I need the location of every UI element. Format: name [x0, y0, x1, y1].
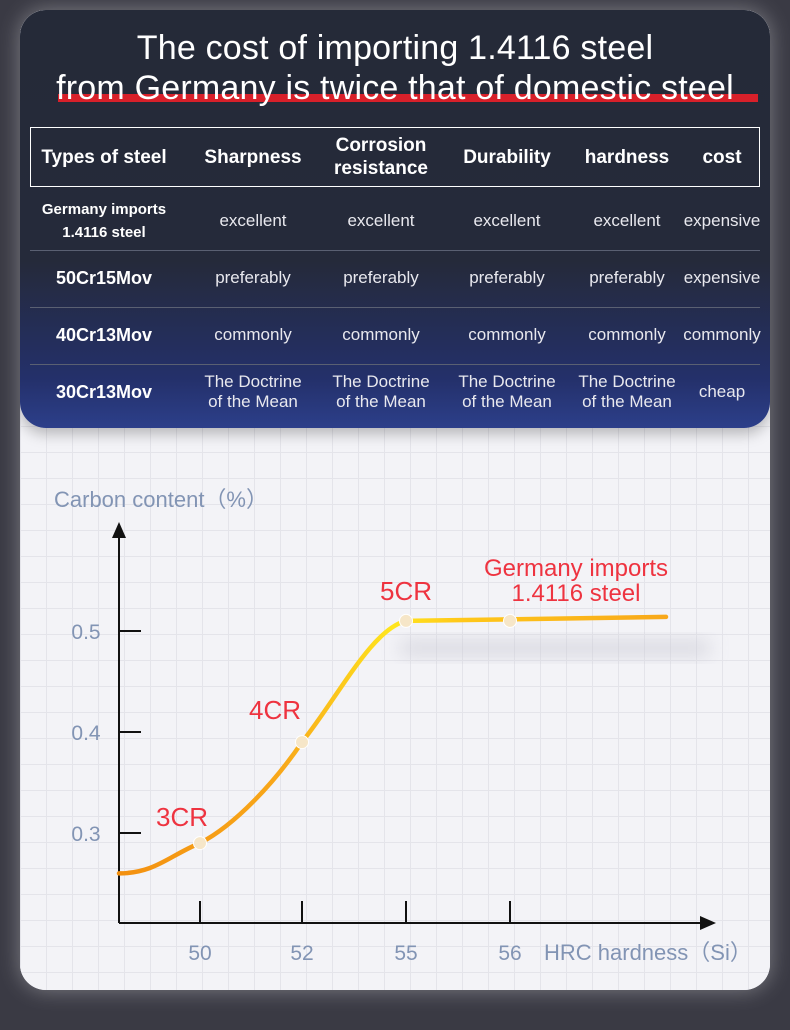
x-axis-arrow — [700, 916, 716, 930]
table-row-divider — [30, 307, 760, 308]
data-point-label: 3CR — [156, 802, 208, 832]
table-row-divider — [30, 250, 760, 251]
table-cell: excellent — [473, 211, 541, 230]
infographic-card: The cost of importing 1.4116 steel from … — [20, 10, 770, 990]
table-row-label: 30Cr13Mov — [55, 381, 153, 402]
y-tick-label: 0.5 — [71, 621, 100, 644]
table-cell: commonly — [588, 325, 666, 344]
data-point — [503, 613, 517, 628]
table-header-cell: Corrosion resistance — [333, 135, 428, 179]
title-underline — [58, 94, 758, 102]
table-row-label: Germany imports 1.4116 steel — [41, 201, 167, 241]
table-cell: excellent — [347, 211, 415, 230]
x-axis-title: HRC hardness（Si） — [544, 940, 752, 965]
data-point — [399, 613, 413, 628]
table-cell: commonly — [468, 325, 546, 344]
table-cell: commonly — [683, 325, 761, 344]
table-header-cell: Types of steel — [41, 146, 167, 168]
page-title-line-1: The cost of importing 1.4116 steel — [136, 29, 654, 67]
x-tick-label: 55 — [394, 942, 417, 965]
table-header-cell: cost — [702, 146, 742, 168]
curve-shadow — [400, 640, 710, 656]
table-header-cell: Durability — [463, 146, 551, 168]
data-point-label: 5CR — [380, 576, 432, 606]
x-tick-label: 56 — [498, 942, 521, 965]
data-point — [193, 836, 207, 851]
table-header — [30, 127, 760, 187]
table-cell: preferably — [589, 268, 665, 287]
table-row-divider — [30, 364, 760, 365]
table-cell: The Doctrine of the Mean — [458, 372, 556, 411]
y-axis-title: Carbon content（%） — [54, 487, 268, 512]
carbon-content-line — [116, 614, 669, 876]
table-cell: cheap — [698, 382, 746, 401]
table-header-cell: Sharpness — [204, 146, 302, 168]
table-cell: commonly — [342, 325, 420, 344]
page-title-line-2: from Germany is twice that of domestic s… — [56, 69, 734, 107]
table-cell: preferably — [215, 268, 291, 287]
data-point-label: 4CR — [249, 695, 301, 725]
table-row-label: 50Cr15Mov — [55, 267, 153, 288]
x-tick-label: 52 — [290, 942, 313, 965]
y-axis-arrow — [112, 522, 126, 538]
x-tick-label: 50 — [188, 942, 211, 965]
table-header-cell: hardness — [584, 146, 670, 168]
table-cell: preferably — [343, 268, 419, 287]
table-cell: The Doctrine of the Mean — [204, 372, 302, 411]
table-cell: excellent — [593, 211, 661, 230]
table-cell: The Doctrine of the Mean — [332, 372, 430, 411]
table-cell: The Doctrine of the Mean — [578, 372, 676, 411]
table-cell: excellent — [219, 211, 287, 230]
table-cell: expensive — [683, 268, 761, 287]
carbon-hardness-chart: 0.3 0.4 0.5 50 52 55 56 Carbon content（%） HRC ha… — [54, 487, 752, 965]
table-cell: expensive — [683, 211, 761, 230]
table-cell: preferably — [469, 268, 545, 287]
comparison-panel: The cost of importing 1.4116 steel from … — [20, 10, 770, 428]
table-cell: commonly — [214, 325, 292, 344]
data-point-label: Germany imports 1.4116 steel — [484, 555, 668, 607]
table-row-label: 40Cr13Mov — [55, 324, 153, 345]
y-tick-label: 0.4 — [71, 722, 101, 745]
y-tick-label: 0.3 — [71, 823, 100, 846]
data-point — [295, 735, 309, 750]
